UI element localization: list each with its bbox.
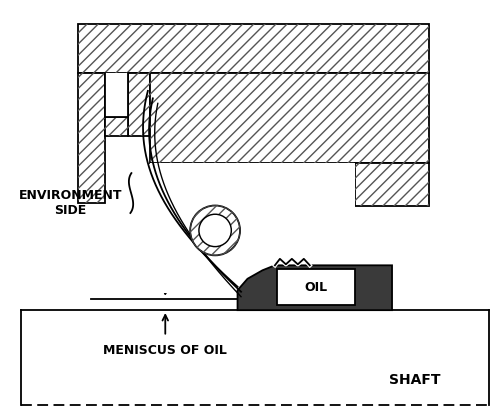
- Bar: [150, 74, 430, 163]
- Text: SHAFT: SHAFT: [388, 373, 440, 387]
- Bar: [78, 24, 430, 74]
- Text: MENISCUS OF OIL: MENISCUS OF OIL: [104, 344, 227, 357]
- Circle shape: [190, 206, 240, 255]
- Bar: [354, 163, 430, 206]
- Bar: [128, 74, 150, 136]
- Bar: [150, 74, 430, 163]
- Text: ENVIRONMENT
SIDE: ENVIRONMENT SIDE: [19, 189, 122, 217]
- Bar: [354, 163, 430, 206]
- Text: OIL: OIL: [304, 281, 328, 294]
- Bar: [106, 117, 128, 136]
- Bar: [106, 117, 128, 136]
- Bar: [78, 74, 106, 203]
- Bar: [78, 24, 430, 74]
- Polygon shape: [238, 265, 392, 310]
- Bar: [278, 269, 354, 305]
- Bar: [128, 74, 150, 136]
- Circle shape: [199, 214, 232, 247]
- Bar: [150, 163, 354, 293]
- Bar: [106, 74, 128, 117]
- Bar: [78, 74, 106, 203]
